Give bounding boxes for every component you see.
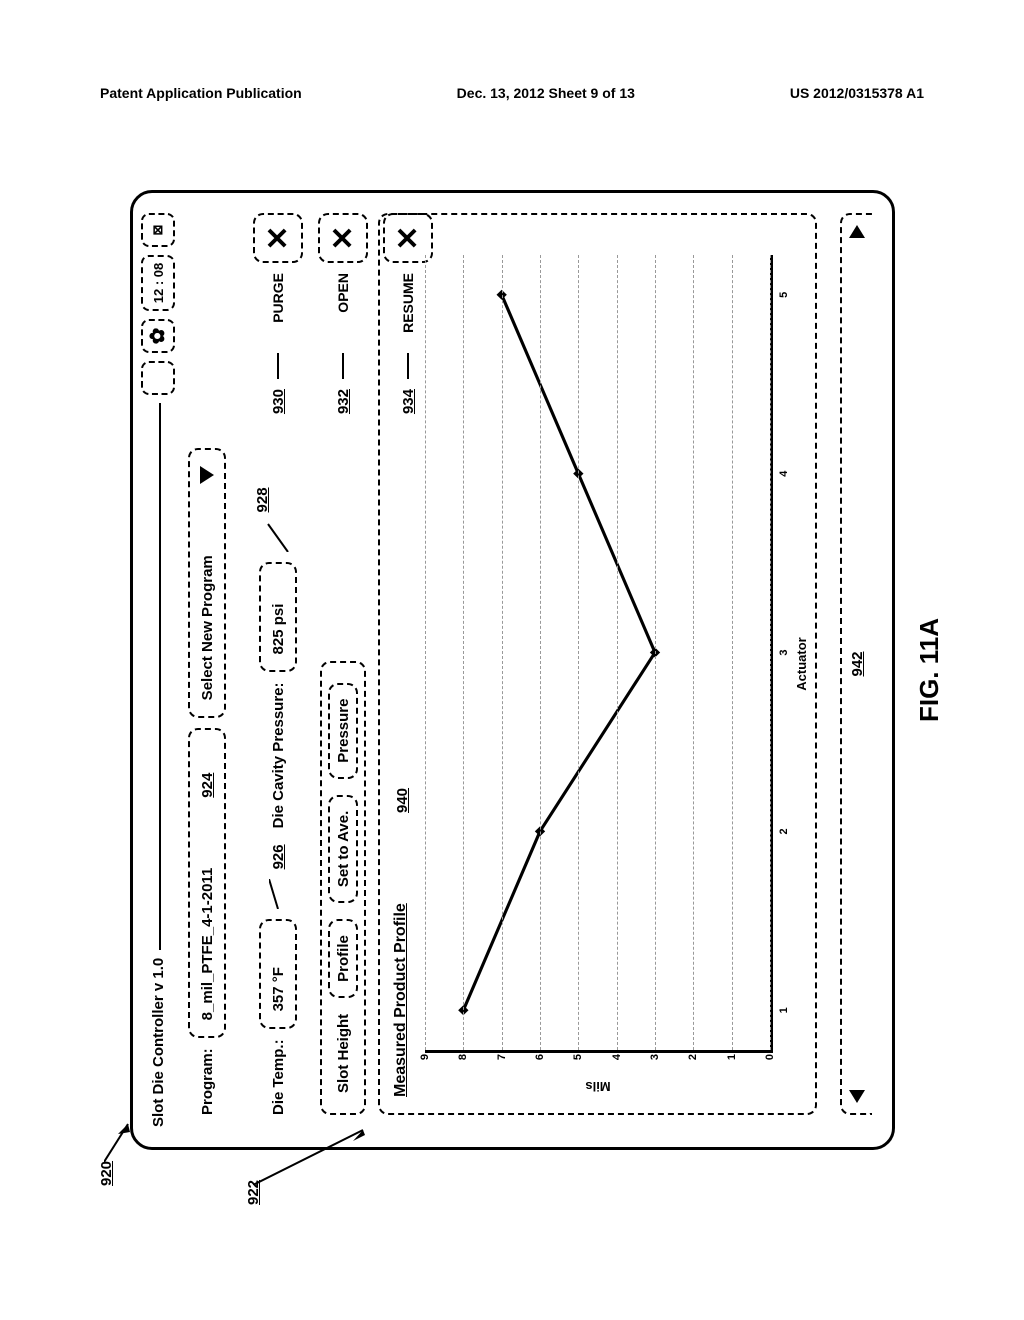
header-right: US 2012/0315378 A1: [790, 85, 924, 101]
program-value: 8_mil_PTFE_4-1-2011: [199, 868, 216, 1021]
ref-924: 924: [199, 773, 216, 798]
close-button[interactable]: ⊠: [141, 213, 175, 247]
rotated-ui: 920 Slot Die Controller v 1.0 ✿ 12 : 08 …: [130, 190, 895, 1150]
chart-area: 012345678912345: [425, 255, 773, 1053]
x-axis-label: Actuator: [794, 637, 809, 690]
main-figure: 920 Slot Die Controller v 1.0 ✿ 12 : 08 …: [130, 190, 895, 1150]
lead-932: [335, 353, 351, 379]
slot-height-label: Slot Height: [335, 1014, 352, 1093]
horizontal-scrollbar[interactable]: 942: [840, 213, 872, 1115]
purge-button[interactable]: ✕: [253, 213, 303, 263]
callout-922: 922: [245, 1180, 262, 1205]
die-temp-label: Die Temp.:: [270, 1039, 287, 1115]
profile-button[interactable]: Profile: [328, 919, 358, 998]
ref-940: 940: [394, 788, 411, 813]
slot-row: Slot Height Profile Set to Ave. Pressure…: [318, 213, 368, 1115]
die-temp-field[interactable]: 357 °F: [259, 919, 297, 1029]
chart-title: Measured Product Profile: [392, 231, 410, 1097]
app-window: Slot Die Controller v 1.0 ✿ 12 : 08 ⊠ Pr…: [130, 190, 895, 1150]
figure-label: FIG. 11A: [914, 618, 945, 722]
ref-942: 942: [849, 651, 866, 676]
die-temp-value: 357 °F: [270, 967, 287, 1011]
ref-928: 928: [254, 487, 271, 512]
minimize-button[interactable]: [141, 361, 175, 395]
callout-920: 920: [98, 1161, 115, 1186]
header-left: Patent Application Publication: [100, 85, 302, 101]
settings-button[interactable]: ✿: [141, 319, 175, 353]
purge-label: PURGE: [270, 273, 286, 343]
page-header: Patent Application Publication Dec. 13, …: [0, 85, 1024, 101]
lead-928: [266, 522, 290, 552]
pressure-button[interactable]: Pressure: [328, 683, 358, 779]
header-center: Dec. 13, 2012 Sheet 9 of 13: [457, 85, 635, 101]
program-row: Program: 8_mil_PTFE_4-1-2011 924 Select …: [188, 213, 226, 1115]
lead-930: [270, 353, 286, 379]
gear-icon: ✿: [148, 328, 168, 345]
select-program-dropdown[interactable]: Select New Program: [188, 448, 226, 718]
program-value-field[interactable]: 8_mil_PTFE_4-1-2011 924: [188, 728, 226, 1038]
titlebar: Slot Die Controller v 1.0 ✿ 12 : 08 ⊠: [141, 213, 175, 1127]
chart-line: [425, 255, 770, 1050]
cavity-label: Die Cavity Pressure:: [270, 682, 287, 828]
y-axis-label: Mils: [585, 1079, 610, 1094]
temp-row: Die Temp.: 357 °F 926 Die Cavity Pressur…: [253, 213, 303, 1115]
cavity-field[interactable]: 825 psi: [259, 562, 297, 672]
ref-932: 932: [335, 389, 352, 414]
chart-section: Measured Product Profile 940 Mils Actuat…: [378, 213, 817, 1115]
open-button[interactable]: ✕: [318, 213, 368, 263]
open-label: OPEN: [335, 273, 351, 343]
slot-height-group: Slot Height Profile Set to Ave. Pressure: [320, 661, 366, 1115]
select-program-label: Select New Program: [199, 555, 216, 700]
cavity-value: 825 psi: [270, 604, 287, 655]
ref-930: 930: [270, 389, 287, 414]
chevron-down-icon: [200, 466, 214, 484]
scroll-left-icon[interactable]: [849, 1090, 865, 1103]
program-label: Program:: [199, 1048, 216, 1115]
clock-display: 12 : 08: [141, 255, 175, 311]
ref-926: 926: [270, 844, 287, 869]
lead-926: [269, 879, 287, 909]
window-title: Slot Die Controller v 1.0: [150, 958, 167, 1127]
title-rule: [159, 403, 161, 950]
set-to-ave-button[interactable]: Set to Ave.: [328, 795, 358, 903]
scroll-right-icon[interactable]: [849, 225, 865, 238]
